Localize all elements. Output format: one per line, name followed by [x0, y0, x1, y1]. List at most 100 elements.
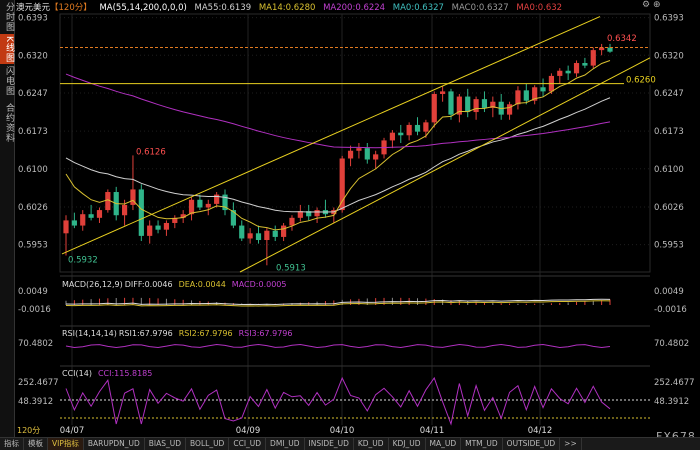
- indicator-tab--[interactable]: >>: [560, 438, 582, 450]
- ma0-value-b: MAC0:0.6327: [451, 3, 509, 13]
- chart-canvas[interactable]: 0.6393 0.6393 0.6320 0.6320 0.6247 0.6247 0.61…: [0, 0, 700, 437]
- candle-body: [88, 214, 94, 218]
- candle-body: [465, 96, 471, 113]
- candle-body: [515, 90, 521, 105]
- indicator-tab-kd-ud[interactable]: KD_UD: [354, 438, 389, 450]
- price-tick-right: 0.6173: [654, 127, 684, 137]
- candle-body: [138, 189, 144, 236]
- candle-body: [573, 63, 580, 74]
- price-tick-left: 0.6100: [18, 165, 48, 175]
- price-tick-left: 0.6247: [18, 89, 48, 99]
- candle-body: [197, 199, 203, 208]
- candle-body: [607, 47, 613, 52]
- indicator-tab-boll-ud[interactable]: BOLL_UD: [186, 438, 230, 450]
- high-label: 0.6342: [607, 34, 637, 44]
- indicator-tab-dmi-ud[interactable]: DMI_UD: [266, 438, 305, 450]
- level-label: 0.6260: [626, 76, 656, 86]
- candle-body: [582, 63, 588, 66]
- date-label-04-11: 04/11: [420, 426, 445, 436]
- price-tick-right: 0.6026: [654, 203, 684, 213]
- indicator-tab-inside-ud[interactable]: INSIDE_UD: [305, 438, 354, 450]
- rsi-legend: RSI(14,14,14) RSI1:67.9796 RSI2:67.9796 RSI…: [62, 329, 299, 338]
- cci-axis-top-left: 252.4677: [18, 378, 59, 388]
- candle-body: [590, 50, 596, 66]
- price-tick-left: 0.5953: [18, 241, 48, 251]
- candle-body: [255, 233, 262, 241]
- candle-body: [473, 99, 479, 113]
- candle-body: [214, 194, 220, 204]
- price-pane-frame: [59, 13, 651, 273]
- ma14-value: MA14:0.6280: [258, 3, 316, 13]
- date-label-04-09: 04/09: [236, 426, 261, 436]
- candle-body: [356, 148, 362, 151]
- rsi2-value: RSI2:67.9796: [178, 329, 233, 338]
- candle-body: [339, 158, 345, 211]
- candle-body: [105, 192, 111, 211]
- low1-label: 0.5932: [68, 255, 98, 265]
- candle-body: [373, 154, 379, 160]
- period-label[interactable]: 【120分】: [50, 3, 92, 13]
- ma0-value-c: MA0:0.632: [516, 3, 563, 13]
- tab-flash[interactable]: 闪电图: [4, 66, 14, 96]
- candle-body: [180, 214, 186, 218]
- tab-contract-info[interactable]: 合约资料: [4, 103, 14, 143]
- rsi-axis-right: 70.4802: [654, 339, 689, 349]
- price-tick-left: 0.6026: [18, 203, 48, 213]
- rsi-axis-left: 70.4802: [18, 339, 53, 349]
- candle-body: [523, 90, 529, 101]
- candle-body: [431, 93, 437, 123]
- indicator-tab-barupdn-ud[interactable]: BARUPDN_UD: [84, 438, 145, 450]
- macd-dea-line: [65, 300, 611, 307]
- price-tick-right: 0.5953: [654, 241, 684, 251]
- level-label-bg: [624, 74, 654, 85]
- indicator-tab-vip-[interactable]: VIP指标: [48, 438, 84, 450]
- price-tick-left: 0.6393: [18, 14, 48, 24]
- candle-body: [281, 225, 287, 237]
- indicator-tab-kdj-ud[interactable]: KDJ_UD: [389, 438, 426, 450]
- symbol-name[interactable]: 澳元美元: [16, 3, 51, 13]
- indicator-tab-bar: 指标 模板 VIP指标 BARUPDN_UD BIAS_UD BOLL_UD CCI_UD D…: [0, 437, 700, 450]
- candle-body: [96, 210, 103, 218]
- timeframe-label[interactable]: 120分: [17, 426, 41, 435]
- ma55-value: MA55:0.6139: [194, 3, 252, 13]
- candle-body: [80, 214, 86, 226]
- date-label-04-10: 04/10: [330, 426, 355, 436]
- candle-body: [398, 132, 404, 136]
- rsi1-value: RSI1:67.9796: [118, 329, 173, 338]
- indicator-tab-bias-ud[interactable]: BIAS_UD: [145, 438, 187, 450]
- candle-body: [440, 91, 446, 94]
- macd-legend: MACD(26,12,9) DIFF:0.0046 DEA:0.0044 MACD:0…: [62, 280, 292, 289]
- indicator-tab-ma-ud[interactable]: MA_UD: [426, 438, 462, 450]
- indicator-tab--[interactable]: 模板: [24, 438, 48, 450]
- candle-body: [490, 101, 496, 108]
- indicator-tab-outside-ud[interactable]: OUTSIDE_UD: [503, 438, 561, 450]
- cci-legend: CCI(14) CCI:115.8185: [62, 369, 158, 378]
- price-tick-left: 0.6320: [18, 51, 48, 61]
- candle-body: [314, 210, 320, 217]
- ma200-value: MA200:0.6224: [323, 3, 386, 13]
- tab-timeshare[interactable]: 分时图: [4, 2, 14, 32]
- cci-line: [65, 376, 611, 426]
- window-controls[interactable]: ⚙ ⊕: [642, 0, 661, 10]
- indicator-tab--[interactable]: 指标: [0, 438, 24, 450]
- pin-icon[interactable]: ⊕: [652, 0, 661, 10]
- candle-body: [264, 230, 270, 241]
- candle-body: [239, 225, 245, 239]
- candle-body: [406, 124, 412, 136]
- candle-body: [456, 96, 462, 115]
- cci-axis-mid-left: 48.3912: [18, 397, 53, 407]
- macd-axis-top-left: 0.0049: [18, 287, 48, 297]
- candle-body: [506, 104, 513, 115]
- candle-body: [63, 220, 69, 234]
- tab-kline[interactable]: K线图: [0, 34, 14, 64]
- candle-body: [448, 91, 454, 115]
- settings-icon[interactable]: ⚙: [642, 0, 651, 10]
- ma-legend: 澳元美元【120分】 MA(55,14,200,0,0,0) MA55:0.61…: [16, 1, 567, 13]
- rsi-line: [65, 343, 611, 349]
- candle-body: [347, 150, 354, 159]
- cci-axis-mid-right: 48.3912: [654, 397, 689, 407]
- macd-axis-top-right: 0.0049: [654, 287, 684, 297]
- indicator-tab-mtm-ud[interactable]: MTM_UD: [461, 438, 503, 450]
- candle-body: [222, 194, 228, 211]
- indicator-tab-cci-ud[interactable]: CCI_UD: [229, 438, 267, 450]
